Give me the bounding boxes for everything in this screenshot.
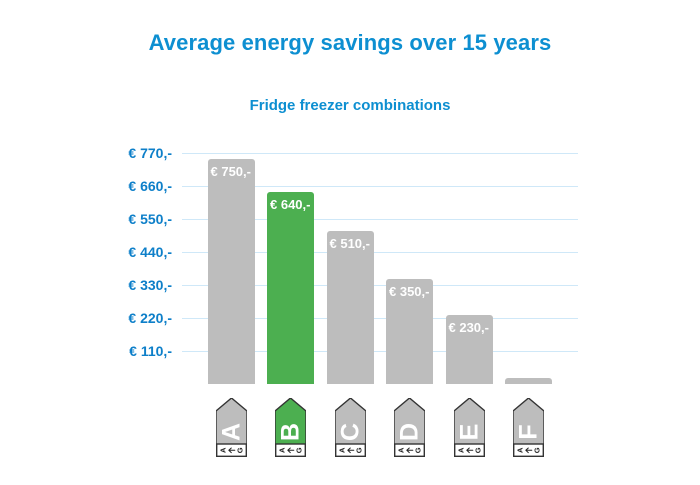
svg-text:G: G [533, 447, 542, 453]
svg-text:A: A [217, 423, 245, 441]
svg-text:A: A [337, 447, 346, 453]
svg-text:G: G [295, 447, 304, 453]
svg-text:F: F [515, 424, 543, 439]
svg-text:C: C [336, 423, 364, 441]
svg-text:A: A [218, 447, 227, 453]
svg-text:E: E [455, 424, 483, 441]
svg-text:G: G [473, 447, 482, 453]
svg-text:G: G [354, 447, 363, 453]
svg-text:B: B [277, 423, 305, 441]
svg-text:A: A [516, 447, 525, 453]
svg-text:A: A [456, 447, 465, 453]
svg-text:G: G [235, 447, 244, 453]
svg-text:A: A [278, 447, 287, 453]
svg-text:A: A [397, 447, 406, 453]
svg-text:G: G [414, 447, 423, 453]
svg-text:D: D [396, 423, 424, 441]
